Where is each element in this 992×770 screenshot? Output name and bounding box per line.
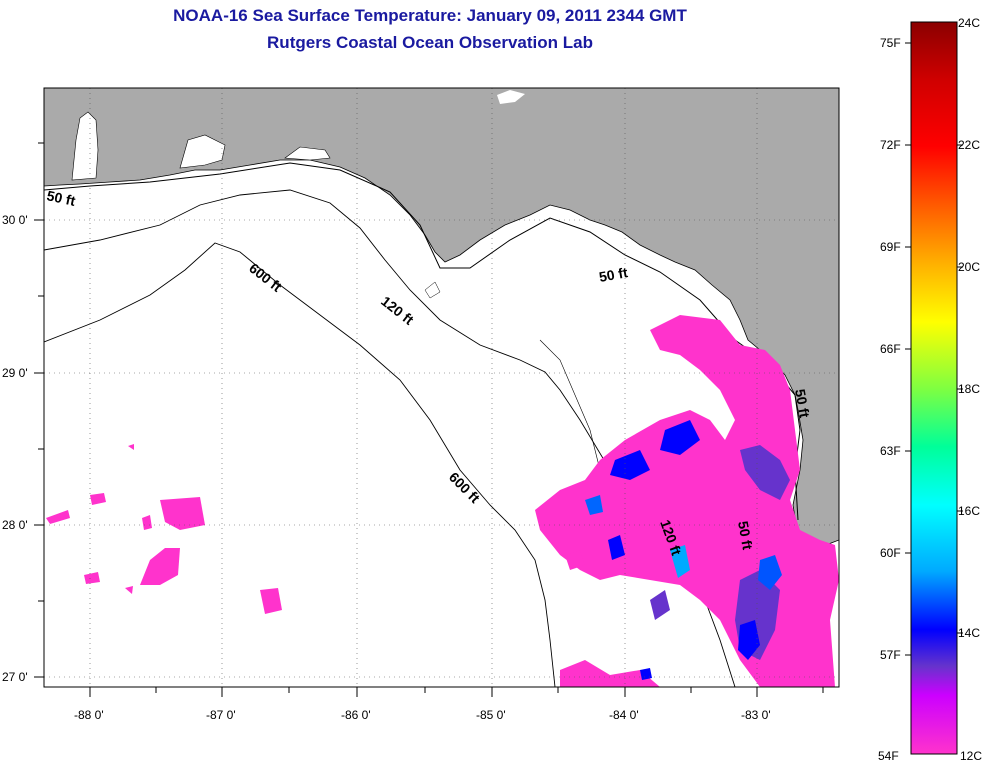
contour-label: 50 ft: [45, 187, 77, 209]
lon-label: -86 0': [341, 708, 371, 722]
lon-label: -85 0': [476, 708, 506, 722]
lat-label: 29 0': [2, 366, 28, 380]
lake-patch: [497, 90, 525, 104]
colorbar-c-label: 18C: [958, 382, 980, 396]
colorbar-f-label: 57F: [880, 648, 901, 662]
colorbar-f-label: 60F: [880, 546, 901, 560]
inlet: [284, 146, 331, 161]
contour-label: 50 ft: [792, 388, 813, 419]
colorbar: 75F 72F 69F 66F 63F 60F 57F 54F 24C 22C …: [878, 16, 982, 763]
colorbar-c-label: 24C: [958, 16, 980, 30]
colorbar-f-label: 75F: [880, 36, 901, 50]
map-subtitle: Rutgers Coastal Ocean Observation Lab: [267, 33, 593, 52]
colorbar-f-label: 72F: [880, 138, 901, 152]
colorbar-f-label: 63F: [880, 444, 901, 458]
lon-label: -84 0': [609, 708, 639, 722]
lon-label: -88 0': [74, 708, 104, 722]
lon-label: -83 0': [741, 708, 771, 722]
lake: [424, 281, 441, 299]
colorbar-f-label: 54F: [878, 749, 899, 763]
colorbar-c-label: 16C: [958, 504, 980, 518]
plot-frame: [43, 87, 840, 688]
lat-label: 30 0': [2, 213, 28, 227]
inlet: [179, 134, 226, 169]
colorbar-c-label: 20C: [958, 260, 980, 274]
mobile-bay: [71, 111, 99, 181]
colorbar-c-label: 14C: [958, 626, 980, 640]
tick-marks: [34, 142, 824, 697]
sst-patches: [46, 315, 839, 687]
lat-label: 28 0': [2, 518, 28, 532]
contour-label: 50 ft: [735, 520, 756, 551]
contour-label: 50 ft: [598, 264, 629, 285]
lon-label: -87 0': [206, 708, 236, 722]
colorbar-f-label: 69F: [880, 240, 901, 254]
lat-label: 27 0': [2, 670, 28, 684]
contour-600ft: [44, 242, 556, 687]
map-title: NOAA-16 Sea Surface Temperature: January…: [173, 6, 687, 25]
colorbar-c-label: 22C: [958, 138, 980, 152]
colorbar-gradient: [910, 21, 958, 755]
colorbar-c-label: 12C: [960, 749, 982, 763]
colorbar-f-label: 66F: [880, 342, 901, 356]
